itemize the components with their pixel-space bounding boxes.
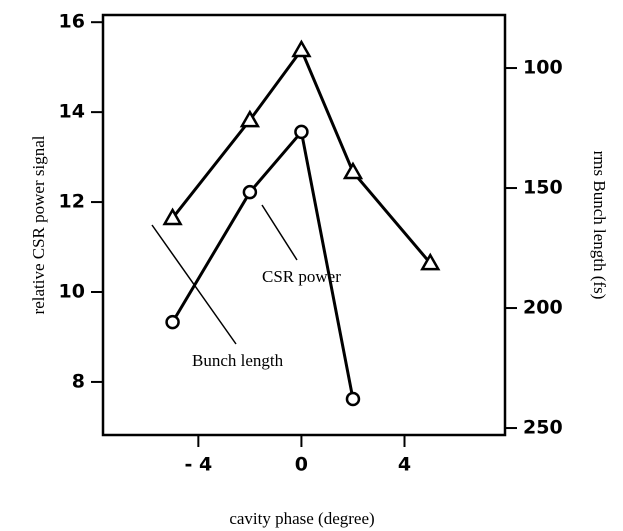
series-line [171, 128, 355, 400]
y-tick-label: 14 [59, 101, 85, 123]
marker [242, 184, 258, 200]
y-tick-label: 12 [59, 191, 85, 213]
marker [342, 161, 364, 180]
marker [294, 124, 309, 140]
marker [420, 252, 441, 271]
y2-tick-label: 150 [523, 177, 563, 199]
x-tick-label: 0 [295, 454, 308, 476]
annotation: CSR power [262, 267, 341, 286]
series-line [171, 47, 432, 265]
marker [291, 39, 312, 58]
marker [239, 109, 261, 128]
annotation: Bunch length [192, 351, 284, 370]
marker [345, 391, 361, 407]
y-tick-label: 16 [59, 11, 85, 33]
y-tick-label: 10 [59, 281, 85, 303]
y-axis-label: relative CSR power signal [29, 135, 48, 314]
marker [162, 207, 183, 226]
x-tick-label: - 4 [184, 454, 212, 476]
x-tick-label: 4 [398, 454, 411, 476]
y2-tick-label: 200 [523, 297, 563, 319]
y-tick-label: 8 [72, 370, 85, 392]
y2-tick-label: 250 [523, 417, 563, 439]
plot-frame [101, 13, 507, 437]
annotation-pointer [261, 204, 298, 261]
marker [165, 314, 180, 330]
x-axis-label: cavity phase (degree) [229, 509, 374, 528]
y2-axis-label: rms Bunch length (fs) [590, 151, 609, 300]
y2-tick-label: 100 [523, 57, 563, 79]
